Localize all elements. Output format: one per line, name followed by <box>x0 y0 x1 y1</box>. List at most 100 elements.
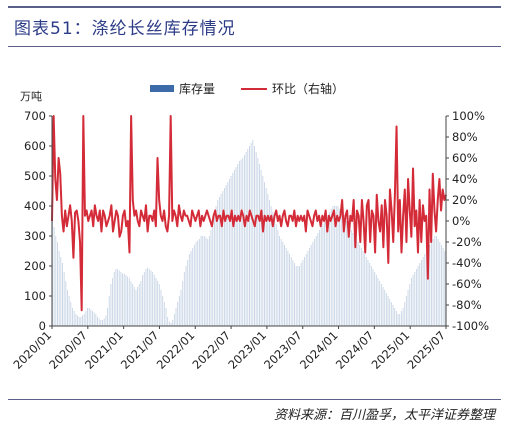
inventory-bar <box>130 281 132 326</box>
inventory-bar <box>57 242 58 326</box>
inventory-bar <box>305 254 307 326</box>
inventory-bar <box>369 263 371 326</box>
inventory-bar <box>210 230 212 326</box>
inventory-bar <box>390 302 392 326</box>
inventory-bar <box>280 239 282 326</box>
inventory-bar <box>240 159 242 326</box>
inventory-bar <box>394 308 396 326</box>
x-tick-label: 2022/07 <box>190 328 234 372</box>
inventory-bar <box>205 237 207 326</box>
right-tick-label: -20% <box>452 235 482 249</box>
inventory-bar <box>319 230 321 326</box>
source-note: 资料来源：百川盈孚，太平洋证券整理 <box>273 408 495 423</box>
inventory-bar <box>85 311 87 326</box>
inventory-bar <box>93 312 95 326</box>
inventory-bar <box>430 242 432 326</box>
inventory-bar <box>190 251 192 326</box>
inventory-bar <box>77 315 78 326</box>
inventory-bar <box>145 269 147 326</box>
inventory-bar <box>289 254 290 326</box>
left-axis-unit: 万吨 <box>20 90 42 103</box>
inventory-bar <box>360 248 362 326</box>
inventory-bar <box>82 315 83 326</box>
inventory-bar <box>344 218 346 326</box>
inventory-bar <box>339 209 341 326</box>
left-tick-label: 500 <box>24 169 46 183</box>
inventory-bar <box>314 239 316 326</box>
inventory-bar <box>78 317 80 326</box>
inventory-bar <box>72 308 73 326</box>
inventory-bar <box>87 308 88 326</box>
inventory-bar <box>243 155 245 326</box>
inventory-bar <box>372 269 374 326</box>
x-tick-label: 2021/07 <box>118 328 162 372</box>
inventory-bar <box>68 296 70 326</box>
inventory-bar <box>97 317 98 326</box>
inventory-bar <box>262 176 264 326</box>
inventory-bar <box>140 281 142 326</box>
left-tick-label: 700 <box>24 109 46 123</box>
inventory-bar <box>102 320 103 326</box>
inventory-bar <box>92 311 93 326</box>
inventory-bar <box>352 233 354 326</box>
mom-line <box>51 115 447 312</box>
inventory-bar <box>103 318 105 326</box>
inventory-bar <box>292 260 294 326</box>
legend: 库存量 环比（右轴） <box>150 80 344 97</box>
inventory-bar <box>110 284 112 326</box>
inventory-bar <box>107 308 109 326</box>
inventory-bar <box>157 281 159 326</box>
inventory-bar <box>75 314 77 326</box>
inventory-bar <box>435 236 437 326</box>
inventory-bar <box>213 212 215 326</box>
inventory-bar <box>259 164 260 326</box>
inventory-bar <box>123 273 125 326</box>
inventory-bar <box>264 182 265 326</box>
inventory-bar <box>374 272 376 326</box>
inventory-bar <box>233 170 235 326</box>
inventory-bar <box>175 308 177 326</box>
inventory-bar <box>163 302 165 326</box>
x-tick-label: 2024/01 <box>297 328 341 372</box>
inventory-bar <box>230 176 232 326</box>
inventory-bar <box>277 230 279 326</box>
inventory-bar <box>299 266 300 326</box>
inventory-bar <box>128 278 130 326</box>
inventory-bar <box>439 242 441 326</box>
inventory-bar <box>73 311 75 326</box>
inventory-bar <box>180 290 182 326</box>
inventory-bar <box>437 239 439 326</box>
inventory-bar <box>365 257 367 326</box>
inventory-bar <box>150 270 152 326</box>
inventory-bar <box>60 257 62 326</box>
inventory-bar <box>279 236 280 326</box>
axes <box>49 115 449 329</box>
inventory-bar <box>178 296 180 326</box>
legend-swatch-line <box>241 87 268 90</box>
legend-label-mom: 环比（右轴） <box>272 82 345 96</box>
inventory-bar <box>260 170 262 326</box>
inventory-bar <box>284 245 285 326</box>
inventory-bar <box>108 296 110 326</box>
inventory-bar <box>98 318 100 326</box>
inventory-bar <box>160 290 162 326</box>
inventory-bar <box>334 206 336 326</box>
right-tick-label: -40% <box>452 256 482 270</box>
inventory-bar <box>350 230 352 326</box>
inventory-bar <box>389 299 391 326</box>
inventory-bar <box>147 267 149 326</box>
right-tick-label: -100% <box>452 319 489 333</box>
inventory-bar <box>138 284 140 326</box>
inventory-bar <box>375 275 377 326</box>
right-tick-label: -60% <box>452 277 482 291</box>
inventory-bar <box>58 251 60 326</box>
inventory-bar <box>265 188 267 326</box>
inventory-bar <box>417 266 419 326</box>
x-tick-label: 2025/01 <box>369 328 413 372</box>
inventory-bar <box>444 251 446 326</box>
inventory-bar <box>434 236 436 326</box>
top-rule <box>8 6 501 8</box>
bottom-rule <box>8 399 501 400</box>
mom-line-group <box>51 115 447 312</box>
inventory-bar <box>223 188 225 326</box>
